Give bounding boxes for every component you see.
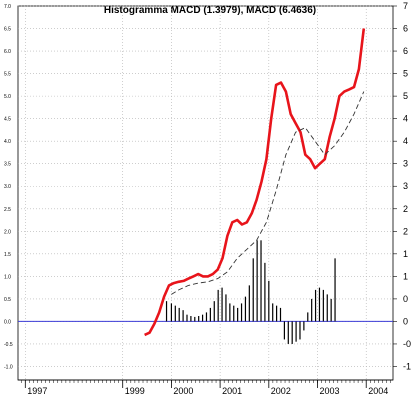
x-tick-label: 2004 xyxy=(368,386,388,396)
y-tick-label-left: 4.0 xyxy=(4,139,11,145)
y-tick-label-left: 5.5 xyxy=(4,72,11,78)
y-tick-label-right: 2 xyxy=(403,226,408,236)
y-tick-label-right: 5 xyxy=(403,91,408,101)
y-tick-label-left: 6.0 xyxy=(4,49,11,55)
y-tick-label-right: 0 xyxy=(403,294,408,304)
y-tick-label-right: 1 xyxy=(403,249,408,259)
y-tick-label-right: -1 xyxy=(403,361,411,371)
y-tick-label-left: 2.5 xyxy=(4,207,11,213)
y-tick-label-left: 4.5 xyxy=(4,117,11,123)
y-tick-label-left: 1.0 xyxy=(4,274,11,280)
y-tick-label-left: 0.5 xyxy=(4,297,11,303)
y-axis-right: 7 6 6 5 5 4 4 3 3 2 2 1 1 0 0 -0 -1 xyxy=(393,1,411,371)
x-axis: 1997 1999 2000 2001 2002 2003 2004 xyxy=(18,379,393,396)
y-tick-label-left: 6.5 xyxy=(4,27,11,33)
y-tick-label-left: 3.5 xyxy=(4,162,11,168)
x-tick-label: 2002 xyxy=(271,386,291,396)
y-tick-label-right: 0 xyxy=(403,316,408,326)
y-tick-label-right: 6 xyxy=(403,24,408,34)
x-tick-label: 1999 xyxy=(125,386,145,396)
y-tick-label-right: 4 xyxy=(403,114,408,124)
macd-line xyxy=(144,28,366,337)
y-tick-label-left: 2.0 xyxy=(4,229,11,235)
y-tick-label-right: 5 xyxy=(403,69,408,79)
x-tick-label: 1997 xyxy=(27,386,47,396)
y-tick-label-right: 6 xyxy=(403,46,408,56)
series-lines xyxy=(144,28,366,337)
y-tick-label-left: 7.0 xyxy=(4,4,11,10)
signal-line xyxy=(171,91,365,295)
y-tick-label-right: -0 xyxy=(403,339,411,349)
y-tick-label-left: -0.5 xyxy=(4,342,13,348)
y-tick-label-left: -1.0 xyxy=(4,364,13,370)
y-tick-label-left: 3.0 xyxy=(4,184,11,190)
y-tick-label-right: 1 xyxy=(403,271,408,281)
histogram-bars xyxy=(165,240,336,344)
y-tick-label-right: 4 xyxy=(403,136,408,146)
chart-title: Histogramma MACD (1.3979), MACD (6.4636) xyxy=(104,5,316,16)
y-tick-label-right: 3 xyxy=(403,181,408,191)
x-tick-label: 2000 xyxy=(173,386,193,396)
y-tick-label-left: 0.0 xyxy=(4,319,11,325)
x-tick-label: 2001 xyxy=(222,386,242,396)
y-tick-label-left: 1.5 xyxy=(4,252,11,258)
y-tick-label-right: 2 xyxy=(403,204,408,214)
y-tick-label-right: 7 xyxy=(403,1,408,11)
grid-lines xyxy=(17,5,394,381)
y-axis-left: 7.0 6.5 6.0 5.5 5.0 4.5 4.0 3.5 3.0 2.5 2.0 1.5 1.0 0… xyxy=(4,4,13,370)
y-tick-label-right: 3 xyxy=(403,159,408,169)
y-tick-label-left: 5.0 xyxy=(4,94,11,100)
x-tick-label: 2003 xyxy=(320,386,340,396)
